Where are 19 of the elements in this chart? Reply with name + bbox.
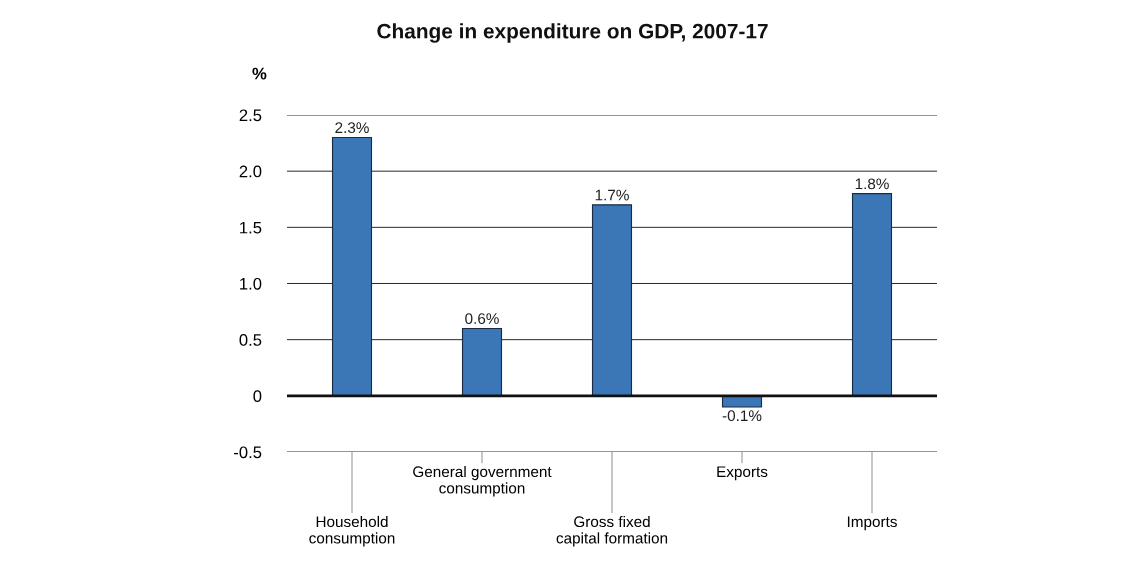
y-tick-label: 2.5	[239, 109, 262, 122]
y-tick-label: 2.0	[239, 165, 262, 178]
x-tick-label: Gross fixed capital formation	[556, 515, 668, 547]
x-tick-label: Imports	[847, 516, 897, 531]
x-tick-label: Household consumption	[309, 515, 395, 547]
data-label: -0.1%	[722, 410, 762, 422]
data-label: 1.7%	[595, 189, 629, 201]
data-label: 0.6%	[465, 313, 499, 325]
data-label: 2.3%	[335, 122, 369, 134]
x-tick-label: General government consumption	[413, 465, 552, 497]
y-tick-label: 1.0	[240, 277, 262, 290]
y-tick-label: 1.5	[240, 221, 262, 234]
y-axis-title: %	[252, 67, 267, 80]
data-label: 1.8%	[855, 178, 889, 190]
chart-title: Change in expenditure on GDP, 2007-17	[377, 23, 768, 43]
x-tick-label: Exports	[717, 466, 768, 481]
y-tick-label: 0	[253, 390, 262, 403]
y-tick-label: 0.5	[239, 334, 262, 346]
y-tick-label: -0.5	[234, 446, 262, 459]
